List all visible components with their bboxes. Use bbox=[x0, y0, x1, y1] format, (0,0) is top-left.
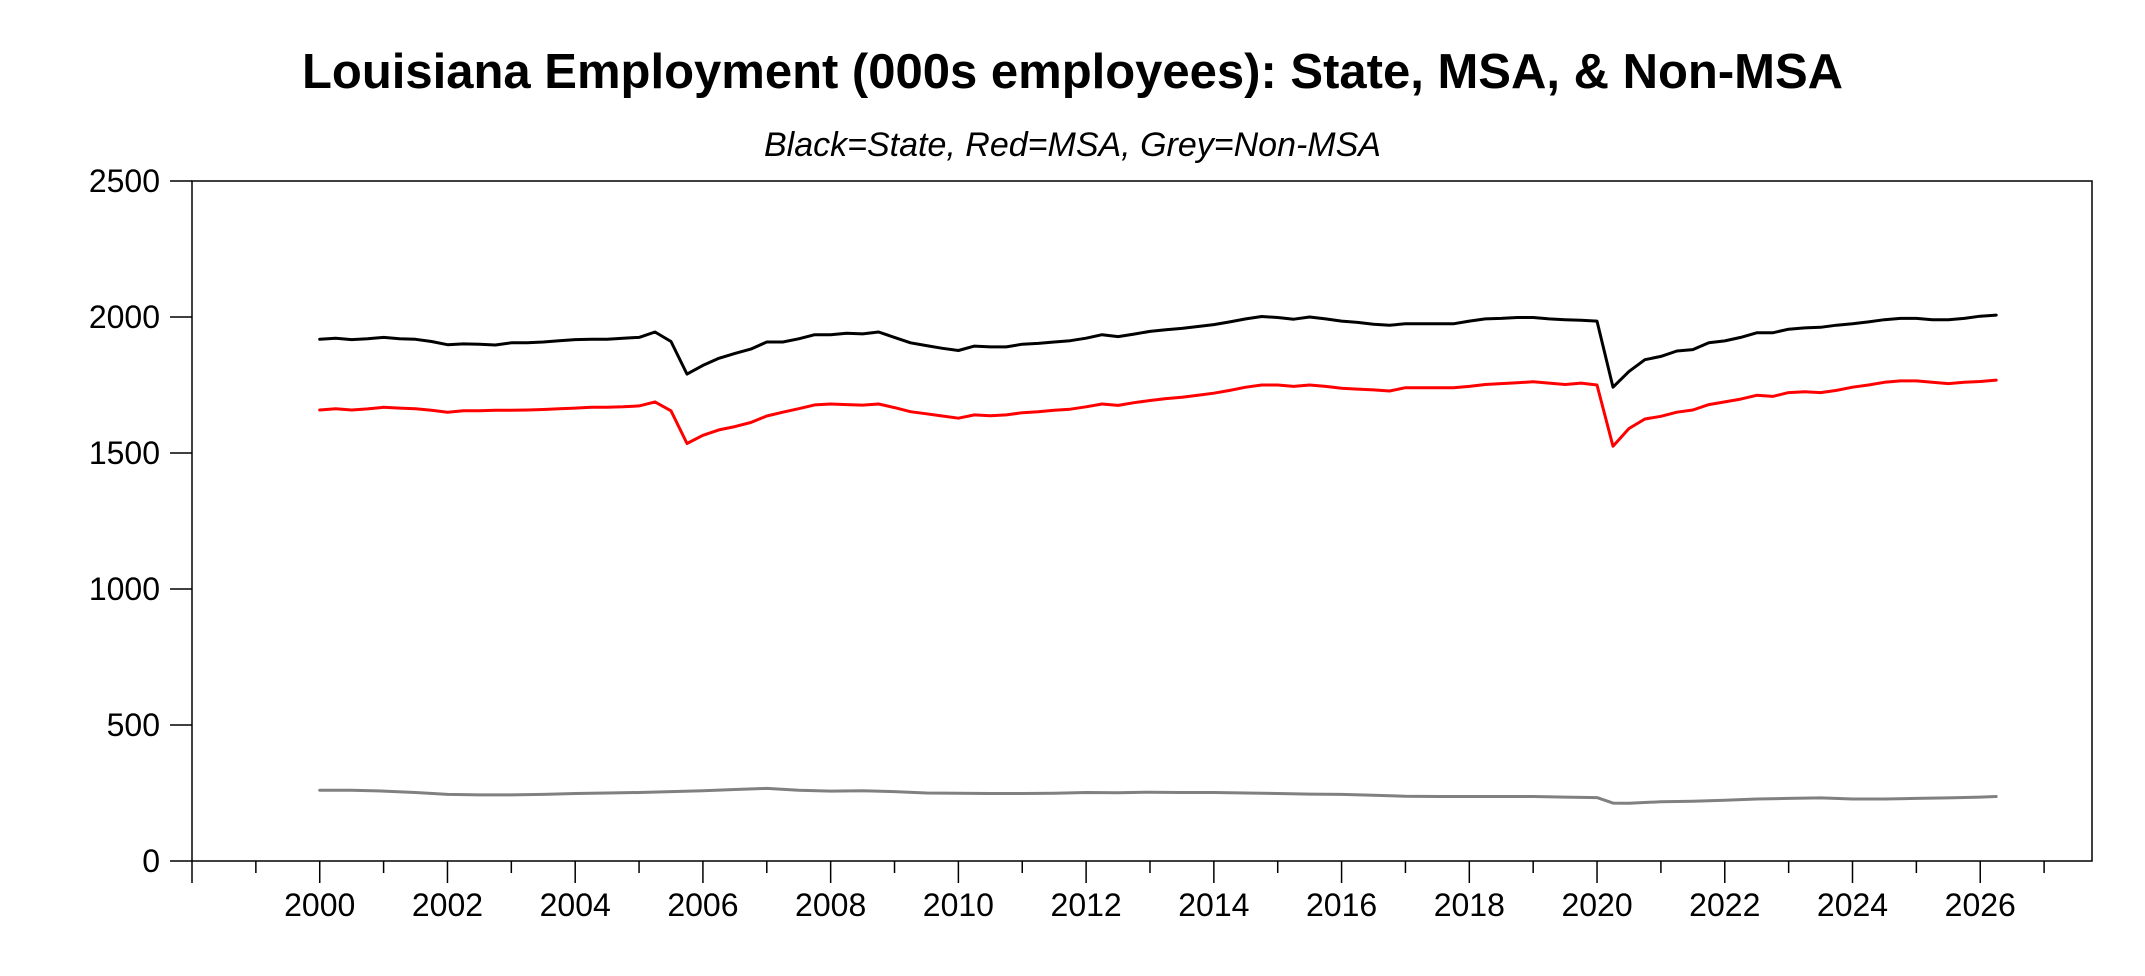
y-tick-label: 2500 bbox=[89, 163, 160, 199]
x-tick-label: 2024 bbox=[1817, 887, 1888, 923]
y-tick-label: 1500 bbox=[89, 435, 160, 471]
y-tick-label: 0 bbox=[142, 843, 160, 879]
x-tick-label: 2012 bbox=[1051, 887, 1122, 923]
x-tick-label: 2006 bbox=[667, 887, 738, 923]
x-tick-label: 2010 bbox=[923, 887, 994, 923]
series-line-1 bbox=[318, 313, 1998, 389]
y-tick-label: 500 bbox=[107, 707, 160, 743]
x-tick-label: 2016 bbox=[1306, 887, 1377, 923]
x-tick-label: 2018 bbox=[1434, 887, 1505, 923]
chart-title: Louisiana Employment (000s employees): S… bbox=[301, 45, 1844, 99]
chart-subtitle: Black=State, Red=MSA, Grey=Non-MSA bbox=[764, 126, 1381, 164]
x-tick-label: 2002 bbox=[412, 887, 483, 923]
x-tick-label: 2026 bbox=[1945, 887, 2016, 923]
x-tick-label: 2004 bbox=[540, 887, 611, 923]
x-tick-label: 2008 bbox=[795, 887, 866, 923]
x-tick-label: 2020 bbox=[1561, 887, 1632, 923]
series-line-2 bbox=[318, 378, 1998, 448]
y-axis: 0 500 1000 1500 2000 2500 bbox=[89, 163, 192, 879]
y-tick-label: 1000 bbox=[89, 571, 160, 607]
y-tick-label: 2000 bbox=[89, 299, 160, 335]
x-tick-label: 2022 bbox=[1689, 887, 1760, 923]
x-axis: 2000 2002 2004 2006 2008 2010 2012 2014 2016 2018… bbox=[191, 861, 2045, 923]
series-line-3 bbox=[318, 786, 1998, 805]
x-tick-label: 2000 bbox=[284, 887, 355, 923]
plot-area-frame bbox=[191, 180, 2093, 862]
x-tick-label: 2014 bbox=[1178, 887, 1249, 923]
series-layer bbox=[318, 313, 1998, 805]
